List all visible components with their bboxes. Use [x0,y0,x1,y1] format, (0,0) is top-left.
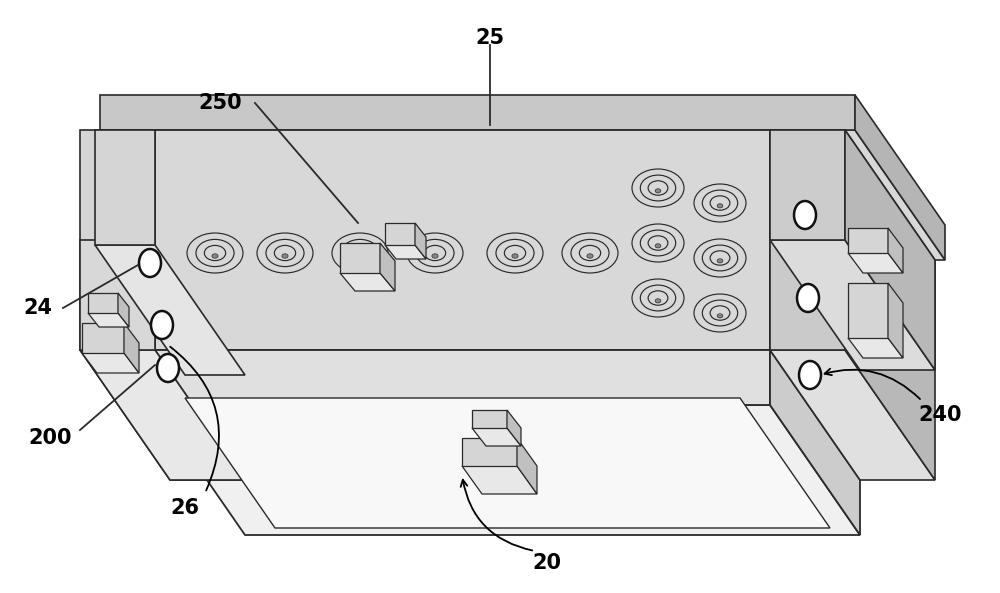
Polygon shape [845,130,935,370]
Polygon shape [848,253,903,273]
Ellipse shape [212,254,218,258]
Ellipse shape [432,254,438,258]
Polygon shape [80,240,155,350]
Ellipse shape [151,311,173,339]
Polygon shape [770,130,845,240]
Polygon shape [88,293,118,313]
Polygon shape [770,130,845,350]
Ellipse shape [357,254,363,258]
Polygon shape [82,353,139,373]
Polygon shape [155,350,860,480]
Polygon shape [770,240,935,370]
Ellipse shape [139,249,161,277]
Polygon shape [848,338,903,358]
Text: 26: 26 [170,498,200,518]
Polygon shape [124,323,139,373]
Ellipse shape [717,204,723,208]
Polygon shape [462,438,517,466]
Polygon shape [845,130,935,480]
Ellipse shape [655,189,661,193]
Polygon shape [340,273,395,291]
Text: 24: 24 [24,298,52,318]
Polygon shape [472,410,507,428]
Polygon shape [155,130,770,350]
Polygon shape [385,223,415,245]
Polygon shape [80,350,245,480]
Text: 200: 200 [28,428,72,448]
Polygon shape [380,243,395,291]
Ellipse shape [717,314,723,318]
Polygon shape [848,283,888,338]
Polygon shape [82,323,124,353]
Polygon shape [888,283,903,358]
Polygon shape [888,228,903,273]
Polygon shape [507,410,521,446]
Polygon shape [848,228,888,253]
Ellipse shape [797,284,819,312]
Ellipse shape [587,254,593,258]
Text: 25: 25 [475,28,505,48]
Polygon shape [80,350,245,480]
Polygon shape [155,405,860,535]
Polygon shape [95,245,245,375]
Polygon shape [770,350,860,535]
Ellipse shape [717,259,723,263]
Polygon shape [770,350,935,480]
Polygon shape [472,428,521,446]
Polygon shape [100,130,945,260]
Polygon shape [462,466,537,494]
Polygon shape [95,130,155,245]
Ellipse shape [799,361,821,389]
Polygon shape [185,398,830,528]
Text: 240: 240 [918,405,962,425]
Ellipse shape [282,254,288,258]
Text: 20: 20 [532,553,562,573]
Polygon shape [770,130,860,480]
Ellipse shape [512,254,518,258]
Polygon shape [340,243,380,273]
Polygon shape [88,313,129,327]
Ellipse shape [157,354,179,382]
Polygon shape [855,95,945,260]
Polygon shape [517,438,537,494]
Text: 250: 250 [198,93,242,113]
Polygon shape [80,130,155,350]
Polygon shape [385,245,426,259]
Polygon shape [118,293,129,327]
Ellipse shape [794,201,816,229]
Polygon shape [415,223,426,259]
Ellipse shape [655,244,661,248]
Polygon shape [155,350,770,405]
Ellipse shape [655,299,661,303]
Polygon shape [100,95,855,130]
